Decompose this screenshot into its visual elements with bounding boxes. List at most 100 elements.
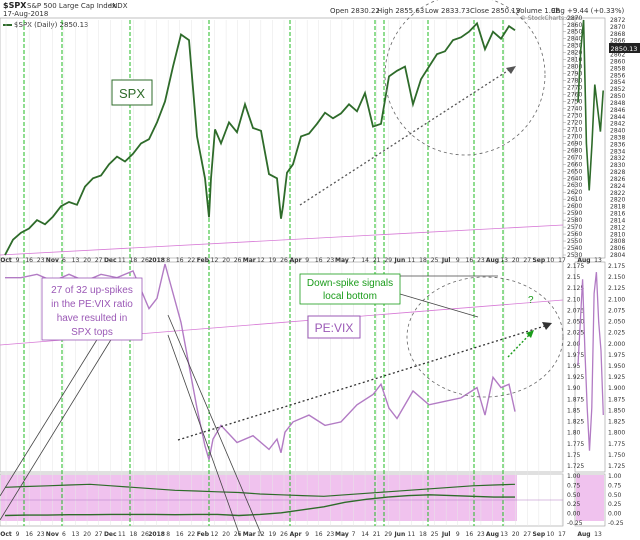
y-tick-label: 2540 <box>567 245 582 252</box>
x-tick-label-bottom: 9 <box>16 531 20 538</box>
x-tick-label-bottom: 13 <box>500 531 508 538</box>
inset-corr-y-tick-label: 0.50 <box>608 492 622 499</box>
x-tick-label-bottom: 9 <box>305 531 309 538</box>
inset-ratio-y-tick-label: 2.100 <box>608 296 625 303</box>
inset-y-tick-label: 2812 <box>610 224 625 231</box>
symbol-title: $SPX <box>3 1 27 10</box>
x-tick-label-bottom: 26 <box>141 531 149 538</box>
corr-y-tick-label: -0.25 <box>567 520 583 527</box>
x-tick-label-bottom: 22 <box>188 531 196 538</box>
inset-ratio-frame <box>574 261 606 473</box>
x-tick-label: 18 <box>130 257 138 264</box>
y-tick-label: 2700 <box>567 133 582 140</box>
ratio-y-tick-label: 2.125 <box>567 285 584 292</box>
question-mark: ? <box>528 295 534 306</box>
x-tick-label-bottom: Nov <box>46 531 59 538</box>
x-tick-label-bottom: Mar <box>243 531 256 538</box>
x-tick-label-bottom: 2018 <box>148 531 165 538</box>
x-tick-label: 22 <box>188 257 196 264</box>
x-tick-label: 17 <box>558 257 566 264</box>
green-arrowhead <box>526 330 534 338</box>
x-axis-ticks: OctOct9916162323NovNov66131320202727DecD… <box>0 257 602 538</box>
y-tick-label: 2830 <box>567 43 582 50</box>
inset-corr-y-tick-label: 0.25 <box>608 501 622 508</box>
green-vertical-markers <box>23 20 504 526</box>
inset-ratio-y-tick-label: 1.975 <box>608 352 625 359</box>
y-tick-label: 2770 <box>567 85 582 92</box>
inset-price-frame <box>574 17 606 259</box>
x-tick-label: Sep <box>532 257 545 264</box>
inset-ratio-y-tick-label: 1.950 <box>608 363 625 370</box>
callout-line-4 <box>0 337 113 521</box>
pevix-label-box <box>307 315 361 339</box>
x-tick-label-bottom: 18 <box>130 531 138 538</box>
x-tick-label: Jun <box>393 257 405 264</box>
change-label: Chg +9.44 (+0.33%) <box>551 7 625 15</box>
x-tick-label: Dec <box>104 257 117 264</box>
inset-ratio-y-tick-label: 1.800 <box>608 430 625 437</box>
inset-ratio-y-tick-label: 1.875 <box>608 396 625 403</box>
y-tick-label: 2800 <box>567 64 582 71</box>
x-tick-label-bottom: 10 <box>547 531 555 538</box>
x-tick-label-bottom: 16 <box>25 531 33 538</box>
x-tick-label-bottom: 25 <box>431 531 439 538</box>
inset-y-tick-label: 2846 <box>610 107 625 114</box>
close-label: Close 2850.13 <box>470 7 520 15</box>
inset-ratio-y-tick-label: 2.175 <box>608 263 625 270</box>
y-axis-ticks: 2530254025502560257025802590260026102620… <box>563 15 625 527</box>
x-tick-label: 12 <box>211 257 219 264</box>
ratio-y-tick-label: 2.075 <box>567 307 584 314</box>
inset-ratio-y-tick-label: 1.750 <box>608 452 625 459</box>
x-tick-label-bottom: 12 <box>211 531 219 538</box>
x-tick-label: 11 <box>118 257 126 264</box>
inset-y-tick-label: 2824 <box>610 183 625 190</box>
x-tick-label-bottom: 19 <box>269 531 277 538</box>
correlation-ma-line <box>4 494 515 517</box>
volume-label: Volume 1.9B <box>516 7 560 15</box>
inset-ratio-y-tick-label: 1.925 <box>608 374 625 381</box>
inset-ratio-y-tick-label: 2.150 <box>608 274 625 281</box>
y-tick-label: 2680 <box>567 147 582 154</box>
inset-pevix-line <box>577 272 604 451</box>
inset-ratio-y-tick-label: 2.075 <box>608 307 625 314</box>
inset-ratio-y-tick-label: 2.000 <box>608 341 625 348</box>
inset-ratio-y-tick-label: 2.025 <box>608 330 625 337</box>
y-tick-label: 2670 <box>567 154 582 161</box>
open-label: Open 2830.22 <box>330 7 380 15</box>
x-tick-label: Apr <box>290 257 302 264</box>
x-tick-label: 26 <box>141 257 149 264</box>
x-tick-label: Nov <box>46 257 59 264</box>
x-tick-label: 25 <box>431 257 439 264</box>
ratio-y-tick-label: 1.85 <box>567 407 581 414</box>
ratio-y-tick-label: 2.025 <box>567 330 584 337</box>
x-tick-label: 26 <box>280 257 288 264</box>
inset-y-tick-label: 2804 <box>610 252 625 259</box>
x-tick-label: 16 <box>315 257 323 264</box>
inset-y-tick-label: 2850 <box>610 93 625 100</box>
inset-y-tick-label: 2848 <box>610 100 625 107</box>
downspike-line-1: Down-spike signals <box>307 278 393 289</box>
downspike-callout-box <box>299 273 401 305</box>
x-tick-label-bottom: Sep <box>532 531 545 538</box>
last-value-badge <box>609 43 640 53</box>
x-tick-label-bottom: 16 <box>466 531 474 538</box>
spx-trendline <box>0 224 564 256</box>
x-tick-label-bottom: Jul <box>441 531 451 538</box>
x-tick-label: 16 <box>25 257 33 264</box>
x-tick-label: 21 <box>373 257 381 264</box>
inset-y-tick-label: 2854 <box>610 79 625 86</box>
downspike-line-2: local bottom <box>323 291 377 302</box>
inset-ratio-y-tick-label: 1.775 <box>608 441 625 448</box>
y-tick-label: 2660 <box>567 161 582 168</box>
inset-y-tick-label: 2822 <box>610 190 625 197</box>
x-tick-label: 20 <box>83 257 91 264</box>
x-tick-label: 9 <box>16 257 20 264</box>
corr-y-tick-label: 0.75 <box>567 482 581 489</box>
x-tick-label-bottom: 27 <box>95 531 103 538</box>
x-tick-label-bottom: 16 <box>176 531 184 538</box>
y-tick-label: 2530 <box>567 252 582 259</box>
inset-y-tick-label: 2830 <box>610 162 625 169</box>
ratio-panel-frame <box>0 261 564 473</box>
inset-y-tick-label: 2826 <box>610 176 625 183</box>
y-tick-label: 2850 <box>567 29 582 36</box>
